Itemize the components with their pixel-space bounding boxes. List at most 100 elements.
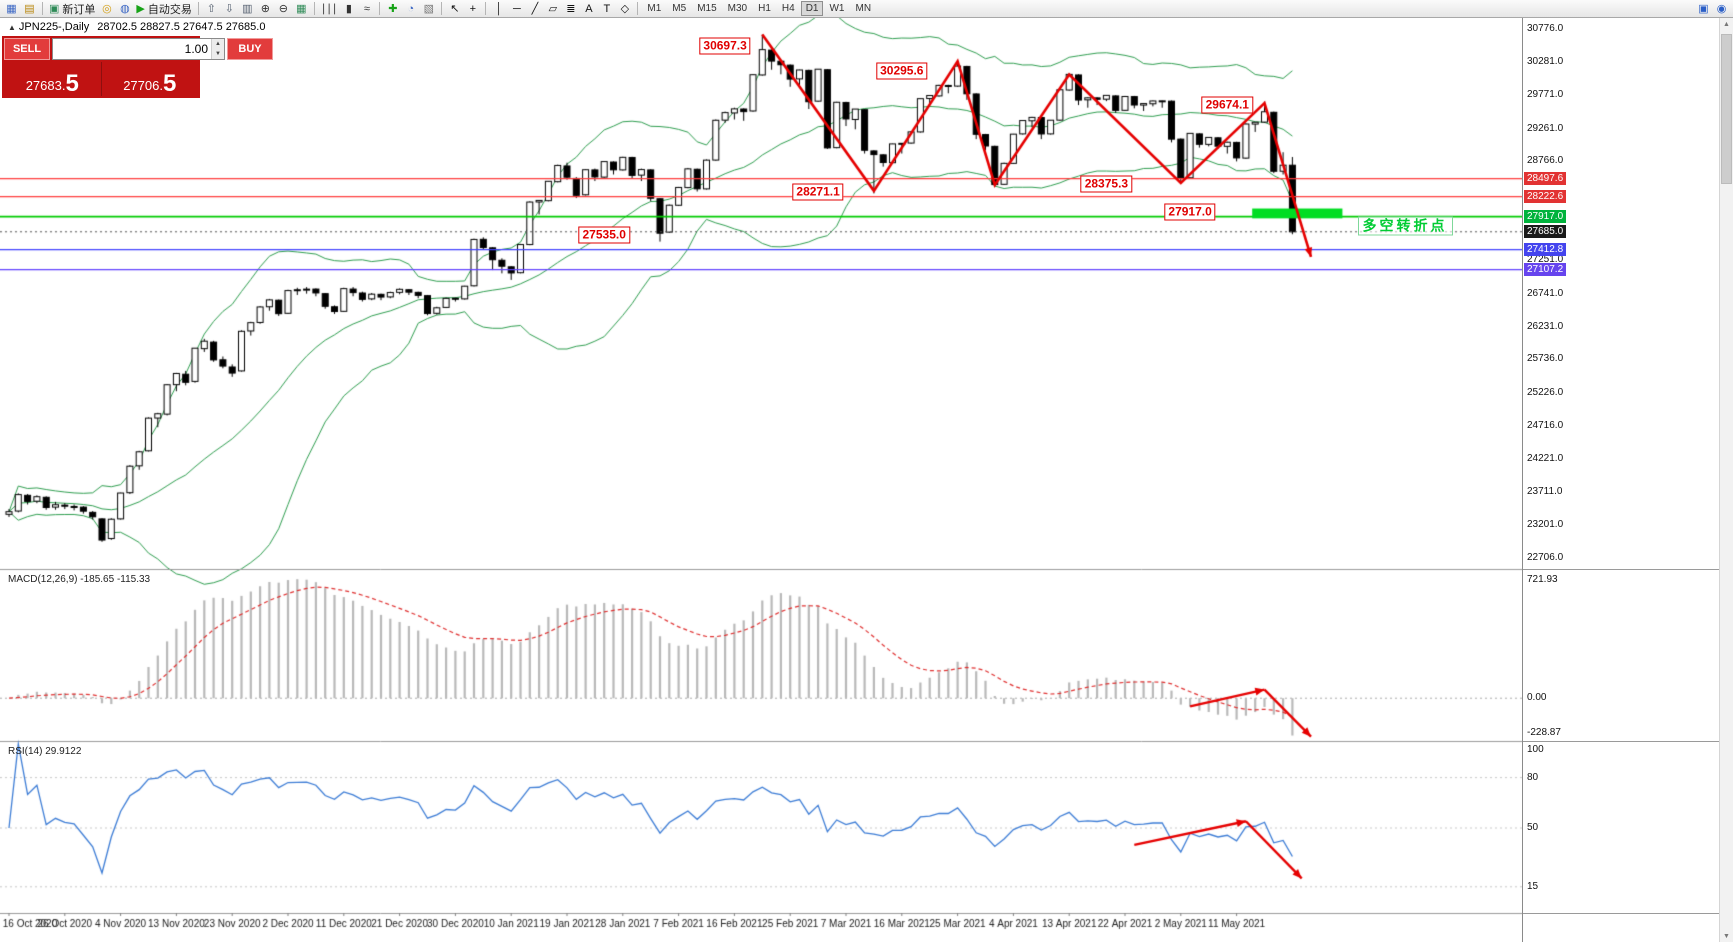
macd-scale-label: -228.87 [1527, 727, 1561, 738]
timeframe-mn[interactable]: MN [855, 3, 872, 14]
fibonacci-tool[interactable]: ≣ [562, 1, 579, 17]
rsi-scale-label: 15 [1527, 880, 1539, 892]
buy-price-main: 27706. [123, 78, 163, 93]
trendline-tool[interactable]: ╱ [526, 1, 543, 17]
new-order-button-label: 新订单 [62, 3, 96, 16]
period-menu-button-glyph: ◔ [407, 2, 415, 15]
chart-area[interactable] [0, 18, 1522, 942]
market-watch-icon[interactable]: ◍ [116, 1, 133, 17]
label-tool[interactable]: T [598, 1, 615, 17]
scrollbar-thumb[interactable] [1721, 34, 1732, 184]
scroll-up-icon[interactable]: ▲ [1723, 20, 1730, 28]
vertical-scrollbar[interactable]: ▲ ▼ [1719, 18, 1733, 942]
timeframe-m30[interactable]: M30 [727, 3, 748, 14]
toolbar-separator [42, 2, 43, 15]
tile-windows-button-glyph: ▦ [296, 2, 307, 15]
sort-down-icon[interactable]: ⇩ [221, 1, 238, 17]
panel-separator [1523, 741, 1719, 742]
one-click-collapse-icon[interactable]: ▲ [8, 23, 16, 32]
volume-stepper: ▲ ▼ [211, 39, 224, 59]
price-axis[interactable]: 30776.0 30281.0 29771.0 29261.0 28766.0 27251… [1522, 18, 1719, 942]
timeframe-m1[interactable]: M1 [647, 3, 662, 14]
chart-profiles-button-glyph: ▤ [24, 2, 35, 15]
volume-input[interactable] [53, 39, 211, 59]
panel-separator [1523, 569, 1719, 570]
stack-windows-icon[interactable]: ▥ [239, 1, 256, 17]
bar-chart-type-button[interactable]: ∣∣∣ [319, 1, 340, 17]
shapes-tool-glyph: ◇ [620, 2, 630, 15]
axis-tick-label: 29261.0 [1527, 122, 1564, 134]
toolbar-separator [197, 2, 199, 15]
channel-tool[interactable]: ▱ [544, 1, 561, 17]
timeframe-h4[interactable]: H4 [781, 3, 795, 14]
deposit-coins-icon[interactable]: ◎ [98, 1, 115, 17]
main-toolbar: ▦ ▤ ▣ 新订单 ◎ ◍ ▶ 自动交易 ⇧ ⇩ ▥ ⊕ ⊖ ▦ ∣∣∣ ▮ ≈ ✚ ◔ ▧ ↖ + │ ─ ╱ ▱ ≣ A T ◇ M1 M… [0, 0, 1733, 18]
auto-trading-button-glyph: ▶ [136, 2, 145, 15]
shapes-tool[interactable]: ◇ [616, 1, 633, 17]
candlestick-type-button[interactable]: ▮ [340, 1, 357, 17]
new-order-button-glyph: ▣ [49, 2, 60, 15]
sell-button[interactable]: SELL [4, 38, 50, 60]
community-button[interactable]: ◉ [1713, 1, 1730, 17]
line-chart-type-button[interactable]: ≈ [358, 1, 375, 17]
zoom-out-button[interactable]: ⊖ [275, 1, 292, 17]
price-badge: 27412.8 [1524, 243, 1567, 257]
channel-tool-glyph: ▱ [548, 2, 558, 15]
template-menu-button-glyph: ▧ [423, 2, 435, 15]
axis-tick-label: 26741.0 [1527, 287, 1564, 299]
one-click-trading-panel: SELL ▲ ▼ BUY 27683. 5 27706. 5 [2, 36, 273, 98]
trade-panel-divider [100, 62, 102, 96]
chart-profiles-button[interactable]: ▤ [21, 1, 38, 17]
timeframe-d1[interactable]: D1 [800, 1, 824, 16]
template-menu-button[interactable]: ▧ [420, 1, 437, 17]
ohlc-values: 28702.5 28827.5 27647.5 27685.0 [97, 21, 266, 33]
tile-windows-button[interactable]: ▦ [293, 1, 310, 17]
new-order-button[interactable]: ▣ 新订单 [47, 1, 97, 17]
chart-title: ▲ JPN225-,Daily 28702.5 28827.5 27647.5 27… [8, 21, 265, 33]
axis-tick-label: 23201.0 [1527, 519, 1564, 531]
cursor-tool-button[interactable]: ↖ [446, 1, 463, 17]
volume-up-icon[interactable]: ▲ [212, 39, 224, 49]
buy-button[interactable]: BUY [227, 38, 273, 60]
period-menu-button[interactable]: ◔ [402, 1, 419, 17]
add-indicator-button[interactable]: ✚ [384, 1, 401, 17]
price-badge: 28222.6 [1524, 190, 1567, 204]
toolbar-separator [313, 2, 315, 15]
axis-tick-label: 27251.0 [1527, 254, 1564, 266]
timeframe-w1[interactable]: W1 [829, 3, 845, 14]
new-chart-button-glyph: ▦ [6, 2, 17, 15]
rsi-scale-label: 50 [1527, 822, 1539, 833]
sort-down-icon-glyph: ⇩ [224, 2, 234, 15]
add-indicator-button-glyph: ✚ [388, 2, 398, 15]
market-watch-icon-glyph: ◍ [120, 2, 130, 15]
zoom-in-button[interactable]: ⊕ [257, 1, 274, 17]
horizontal-line-tool-glyph: ─ [512, 2, 521, 15]
text-tool-glyph: A [585, 2, 593, 15]
timeframe-h1[interactable]: H1 [758, 3, 771, 14]
vertical-line-tool[interactable]: │ [490, 1, 507, 17]
price-badge: 27685.0 [1524, 225, 1567, 239]
panel-separator [1523, 913, 1719, 914]
timeframe-m5[interactable]: M5 [672, 3, 687, 14]
text-tool[interactable]: A [580, 1, 597, 17]
toolbar-separator [441, 2, 443, 15]
stack-windows-icon-glyph: ▥ [242, 2, 253, 15]
axis-tick-label: 26231.0 [1527, 320, 1564, 332]
volume-down-icon[interactable]: ▼ [212, 49, 224, 59]
sort-up-icon[interactable]: ⇧ [203, 1, 220, 17]
buy-price[interactable]: 27706. 5 [102, 62, 199, 96]
new-chart-button[interactable]: ▦ [3, 1, 20, 17]
crosshair-tool-button[interactable]: + [464, 1, 481, 17]
auto-trading-button[interactable]: ▶ 自动交易 [134, 1, 193, 17]
scroll-down-icon[interactable]: ▼ [1723, 932, 1730, 940]
zoom-in-button-glyph: ⊕ [260, 2, 270, 15]
toolbar-separator [379, 2, 381, 15]
price-badge: 27107.2 [1524, 263, 1567, 277]
chart-window-button[interactable]: ▣ [1695, 1, 1712, 17]
macd-scale-label: 721.93 [1527, 574, 1558, 585]
sell-price[interactable]: 27683. 5 [4, 62, 101, 96]
timeframe-m15[interactable]: M15 [697, 3, 717, 14]
horizontal-line-tool[interactable]: ─ [508, 1, 525, 17]
rsi-scale-label: 80 [1527, 771, 1539, 783]
